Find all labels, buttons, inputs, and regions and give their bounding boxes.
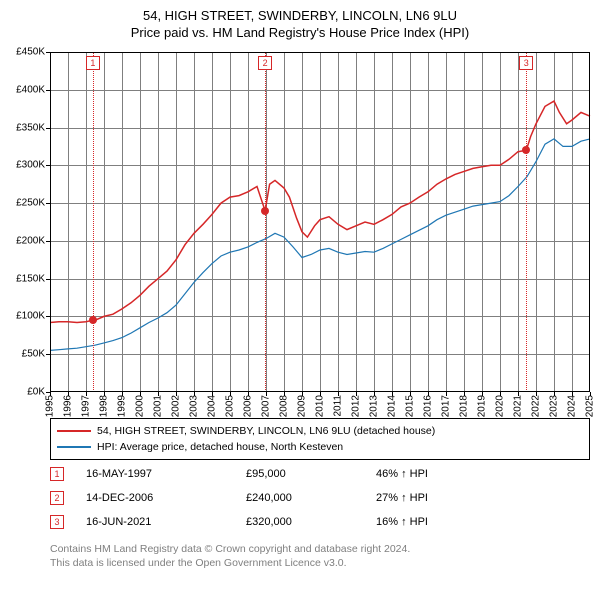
x-tick-label: 2009 [297,395,308,417]
x-tick-label: 2018 [459,395,470,417]
legend-label-series-0: 54, HIGH STREET, SWINDERBY, LINCOLN, LN6… [97,425,435,437]
x-tick-label: 2002 [171,395,182,417]
x-tick-label: 1999 [117,395,128,417]
y-tick-label: £150K [16,273,45,284]
y-tick-label: £100K [16,311,45,322]
x-tick-label: 2021 [513,395,524,417]
x-tick-label: 2022 [531,395,542,417]
x-tick-label: 2008 [279,395,290,417]
attribution-line1: Contains HM Land Registry data © Crown c… [50,542,590,556]
event-date-3: 16-JUN-2021 [86,516,246,528]
x-tick-label: 2006 [243,395,254,417]
x-tick-label: 2023 [549,395,560,417]
y-tick-label: £0K [27,387,45,398]
event-marker-3: 3 [50,515,64,529]
chart-legend: 54, HIGH STREET, SWINDERBY, LINCOLN, LN6… [50,418,590,460]
x-tick-label: 1998 [99,395,110,417]
y-tick-label: £350K [16,122,45,133]
x-tick-label: 2020 [495,395,506,417]
x-tick-label: 2000 [135,395,146,417]
chart-title-line2: Price paid vs. HM Land Registry's House … [0,25,600,40]
x-tick-label: 2003 [189,395,200,417]
chart-frame [50,52,590,392]
x-tick-label: 2010 [315,395,326,417]
event-date-2: 14-DEC-2006 [86,492,246,504]
x-tick-label: 2007 [261,395,272,417]
legend-swatch-series-1 [57,446,91,448]
x-tick-label: 2001 [153,395,164,417]
legend-label-series-1: HPI: Average price, detached house, Nort… [97,441,343,453]
event-row-3: 3 16-JUN-2021 £320,000 16% ↑ HPI [50,510,590,534]
chart-plot-area: 123 £0K£50K£100K£150K£200K£250K£300K£350… [50,52,590,392]
y-tick-label: £450K [16,47,45,58]
y-tick-label: £200K [16,235,45,246]
x-tick-label: 1996 [63,395,74,417]
events-table: 1 16-MAY-1997 £95,000 46% ↑ HPI 2 14-DEC… [50,462,590,534]
chart-title-line1: 54, HIGH STREET, SWINDERBY, LINCOLN, LN6… [0,8,600,23]
attribution-line2: This data is licensed under the Open Gov… [50,556,590,570]
x-tick-label: 1997 [81,395,92,417]
chart-title-block: 54, HIGH STREET, SWINDERBY, LINCOLN, LN6… [0,0,600,40]
x-tick-label: 2011 [333,395,344,417]
event-diff-3: 16% ↑ HPI [376,516,590,528]
event-price-3: £320,000 [246,516,376,528]
x-tick-label: 2005 [225,395,236,417]
legend-row-series-0: 54, HIGH STREET, SWINDERBY, LINCOLN, LN6… [57,423,583,439]
legend-row-series-1: HPI: Average price, detached house, Nort… [57,439,583,455]
x-tick-label: 2017 [441,395,452,417]
x-tick-label: 2013 [369,395,380,417]
y-tick-label: £250K [16,198,45,209]
x-tick-label: 2014 [387,395,398,417]
event-marker-1: 1 [50,467,64,481]
x-tick-label: 2024 [567,395,578,417]
event-marker-2: 2 [50,491,64,505]
x-tick-label: 2025 [585,395,596,417]
legend-swatch-series-0 [57,430,91,432]
x-tick-label: 2004 [207,395,218,417]
x-tick-label: 1995 [45,395,56,417]
x-tick-label: 2016 [423,395,434,417]
event-date-1: 16-MAY-1997 [86,468,246,480]
event-row-2: 2 14-DEC-2006 £240,000 27% ↑ HPI [50,486,590,510]
event-price-1: £95,000 [246,468,376,480]
event-row-1: 1 16-MAY-1997 £95,000 46% ↑ HPI [50,462,590,486]
y-tick-label: £50K [22,349,45,360]
event-price-2: £240,000 [246,492,376,504]
event-diff-1: 46% ↑ HPI [376,468,590,480]
attribution-block: Contains HM Land Registry data © Crown c… [50,542,590,570]
x-tick-label: 2019 [477,395,488,417]
x-tick-label: 2012 [351,395,362,417]
y-tick-label: £400K [16,84,45,95]
event-diff-2: 27% ↑ HPI [376,492,590,504]
x-tick-label: 2015 [405,395,416,417]
y-tick-label: £300K [16,160,45,171]
